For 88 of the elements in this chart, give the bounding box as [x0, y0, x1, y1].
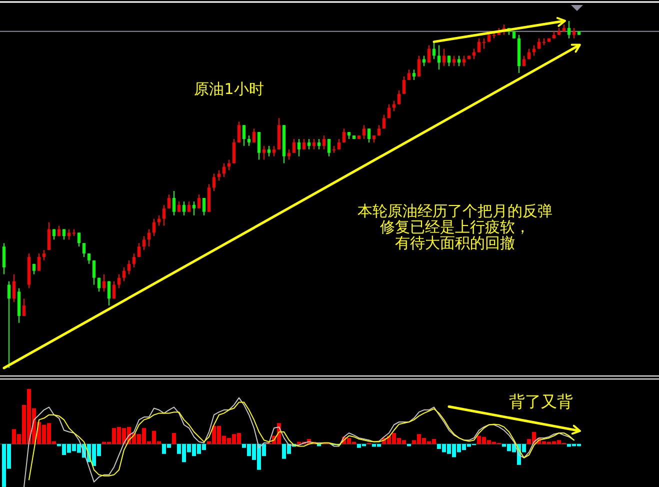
candlestick [248, 135, 250, 146]
bar [172, 433, 176, 444]
candlestick [162, 204, 166, 226]
candlestick [338, 138, 340, 150]
candlestick [22, 298, 26, 316]
candlestick [298, 138, 300, 157]
candlestick [382, 114, 386, 130]
candlestick [258, 132, 260, 160]
candlestick [152, 218, 156, 237]
candlestick [42, 250, 46, 261]
candlestick [342, 128, 346, 143]
candlestick [112, 280, 116, 300]
candlestick [98, 277, 100, 292]
candlestick [108, 280, 110, 306]
candlestick [482, 38, 486, 50]
candlestick [478, 38, 480, 53]
candlestick [148, 228, 150, 248]
candlestick [392, 100, 396, 112]
candlestick [428, 44, 430, 64]
candlestick [438, 44, 440, 70]
candlestick [178, 200, 180, 212]
candlestick [288, 148, 290, 160]
candlestick [488, 30, 490, 42]
candlestick [292, 138, 296, 154]
candlestick [388, 104, 390, 119]
candlestick [68, 228, 70, 240]
candlestick [38, 252, 40, 272]
candlestick [52, 228, 56, 240]
candlestick [412, 69, 416, 80]
candlestick [168, 194, 170, 209]
candlestick [132, 252, 136, 268]
annotation: 本轮原油经历了个把月的反弹修复已经是上行疲软，有待大面积的回撤 [358, 202, 552, 252]
candlestick [328, 138, 330, 157]
candlestick [142, 236, 146, 251]
candlestick [452, 55, 456, 67]
candlestick [232, 138, 236, 164]
candlestick [418, 55, 420, 78]
candlestick [78, 232, 80, 248]
candlestick [102, 274, 106, 292]
candlestick [12, 274, 16, 303]
candlestick [158, 214, 160, 226]
candlestick [268, 145, 270, 157]
candlestick [118, 274, 120, 289]
candlestick [138, 242, 140, 258]
candlestick [212, 173, 216, 192]
candlestick [572, 27, 576, 39]
candlestick [432, 41, 436, 60]
candlestick [272, 145, 276, 157]
candlestick [48, 222, 50, 251]
candlestick [368, 128, 370, 143]
candlestick [568, 20, 570, 39]
candlestick [238, 121, 240, 143]
candlestick [312, 138, 316, 150]
candlestick [322, 135, 326, 150]
candlestick [218, 170, 220, 182]
candlestick [398, 90, 400, 105]
candlestick [308, 138, 310, 150]
candlestick [82, 242, 86, 258]
candlestick [472, 48, 476, 60]
candlestick [92, 260, 96, 286]
candlestick [448, 55, 450, 67]
candlestick [408, 69, 410, 80]
annotation: 背了又背 [509, 392, 573, 411]
candlestick [198, 194, 200, 209]
candlestick [122, 266, 126, 282]
candlestick [252, 128, 256, 143]
candlestick [422, 55, 426, 67]
candlestick [172, 190, 176, 216]
candlestick [538, 38, 540, 50]
candlestick [128, 260, 130, 275]
candlestick [242, 124, 246, 146]
candlestick [458, 55, 460, 67]
candlestick [302, 138, 306, 150]
candlestick [442, 48, 446, 67]
candlestick [462, 55, 466, 67]
annotation: 原油1小时 [194, 80, 264, 98]
candlestick [262, 145, 266, 160]
candlestick [222, 162, 226, 178]
candlestick [362, 124, 366, 140]
candlestick [402, 76, 406, 94]
candlestick [8, 280, 10, 368]
candlestick [318, 138, 320, 150]
candlestick [182, 200, 186, 216]
candlestick [188, 200, 190, 212]
candlestick [202, 197, 206, 216]
candlestick [192, 200, 196, 216]
candlestick [2, 242, 6, 275]
candlestick [62, 228, 66, 240]
